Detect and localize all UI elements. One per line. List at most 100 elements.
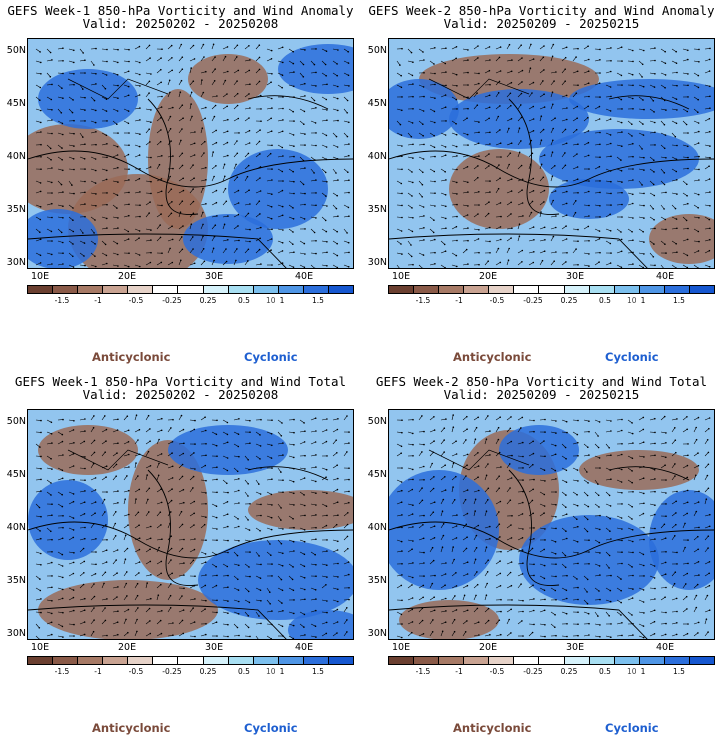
colorbar-label: -0.5 [489, 667, 505, 676]
colorbar-swatch [639, 286, 665, 293]
lat-label: 50N [6, 416, 26, 427]
panel-title: GEFS Week-1 850-hPa Vorticity and Wind T… [14, 374, 347, 389]
colorbar-label: 1.5 [673, 296, 685, 305]
anticyclonic-label: Anticyclonic [92, 721, 171, 735]
colorbar-swatch [153, 657, 179, 664]
colorbar-swatch [414, 286, 440, 293]
colorbar-label: -1.5 [54, 667, 70, 676]
colorbar-label: -1 [455, 296, 463, 305]
lon-label: 20E [118, 271, 137, 282]
panel-valid-dates: Valid: 20250209 - 20250215 [443, 16, 640, 31]
map-panel-4: GEFS Week-2 850-hPa Vorticity and Wind T… [361, 371, 722, 742]
lat-label: 35N [6, 575, 26, 586]
colorbar-label: -1.5 [415, 296, 431, 305]
cyclonic-label: Cyclonic [605, 721, 659, 735]
colorbar-swatch [539, 657, 565, 664]
colorbar-swatch [514, 286, 540, 293]
colorbar-label: -1.5 [415, 667, 431, 676]
colorbar-swatch [53, 657, 79, 664]
anticyclonic-label: Anticyclonic [92, 350, 171, 364]
vorticity-map [27, 38, 354, 269]
cyclonic-label: Cyclonic [244, 350, 298, 364]
map-panel-3: GEFS Week-1 850-hPa Vorticity and Wind T… [0, 371, 361, 742]
colorbar-swatch [414, 657, 440, 664]
lon-label: 30E [566, 642, 585, 653]
colorbar-label: 0.25 [199, 296, 217, 305]
vorticity-map [388, 38, 715, 269]
colorbar-swatch [103, 657, 129, 664]
colorbar-label: 1.5 [312, 667, 324, 676]
lon-label: 40E [656, 271, 675, 282]
lon-label: 30E [566, 271, 585, 282]
lon-label: 40E [656, 642, 675, 653]
colorbar-swatch [28, 286, 54, 293]
colorbar-swatch [78, 657, 104, 664]
colorbar-swatch [328, 286, 354, 293]
lat-label: 50N [6, 45, 26, 56]
colorbar-label: -0.25 [162, 667, 182, 676]
colorbar-label: -1 [94, 667, 102, 676]
lat-label: 30N [6, 628, 26, 639]
colorbar-label: -0.25 [523, 296, 543, 305]
panel-title: GEFS Week-2 850-hPa Vorticity and Wind T… [375, 374, 708, 389]
lat-label: 40N [367, 522, 387, 533]
colorbar-label: -0.5 [128, 667, 144, 676]
lat-label: 45N [367, 469, 387, 480]
colorbar-unit: 10 [266, 296, 276, 305]
colorbar-label: -1 [455, 667, 463, 676]
panel-valid-dates: Valid: 20250202 - 20250208 [82, 387, 279, 402]
colorbar-label: 0.25 [560, 296, 578, 305]
lon-label: 10E [392, 271, 411, 282]
colorbar-swatch [278, 286, 304, 293]
colorbar-swatch [439, 657, 465, 664]
lon-label: 10E [31, 642, 50, 653]
colorbar-swatch [664, 657, 690, 664]
lon-label: 40E [295, 642, 314, 653]
colorbar-label: -1.5 [54, 296, 70, 305]
colorbar-swatch [253, 657, 279, 664]
anticyclonic-label: Anticyclonic [453, 350, 532, 364]
colorbar-label: -1 [94, 296, 102, 305]
colorbar-label: -0.25 [162, 296, 182, 305]
vorticity-field [389, 410, 714, 639]
colorbar-swatch [639, 657, 665, 664]
lat-label: 30N [367, 257, 387, 268]
colorbar-swatch [389, 286, 415, 293]
lon-label: 40E [295, 271, 314, 282]
colorbar [27, 285, 354, 294]
colorbar-label: 1 [640, 296, 646, 305]
panel-valid-dates: Valid: 20250202 - 20250208 [82, 16, 279, 31]
colorbar-swatch [303, 657, 329, 664]
panel-title: GEFS Week-2 850-hPa Vorticity and Wind A… [368, 3, 715, 18]
lon-label: 10E [31, 271, 50, 282]
colorbar-swatch [689, 286, 715, 293]
vorticity-map [27, 409, 354, 640]
colorbar-swatch [28, 657, 54, 664]
colorbar-unit: 10 [627, 667, 637, 676]
colorbar [388, 656, 715, 665]
colorbar-label: 1 [279, 296, 285, 305]
colorbar-label: 0.5 [599, 296, 611, 305]
colorbar-swatch [328, 657, 354, 664]
lon-label: 30E [205, 271, 224, 282]
map-panel-2: GEFS Week-2 850-hPa Vorticity and Wind A… [361, 0, 722, 371]
lat-label: 50N [367, 45, 387, 56]
colorbar-label: 0.5 [238, 667, 250, 676]
colorbar-swatch [153, 286, 179, 293]
colorbar-label: 1 [640, 667, 646, 676]
vorticity-field [389, 39, 714, 268]
colorbar-label: 1 [279, 667, 285, 676]
colorbar-swatch [53, 286, 79, 293]
colorbar-swatch [464, 286, 490, 293]
colorbar-label: 0.25 [560, 667, 578, 676]
lat-label: 35N [6, 204, 26, 215]
vorticity-field [28, 410, 353, 639]
colorbar-label: 1.5 [673, 667, 685, 676]
colorbar-label: 0.5 [599, 667, 611, 676]
colorbar-swatch [389, 657, 415, 664]
colorbar-swatch [278, 657, 304, 664]
lat-label: 30N [6, 257, 26, 268]
lat-label: 35N [367, 575, 387, 586]
lat-label: 50N [367, 416, 387, 427]
colorbar-swatch [178, 286, 204, 293]
